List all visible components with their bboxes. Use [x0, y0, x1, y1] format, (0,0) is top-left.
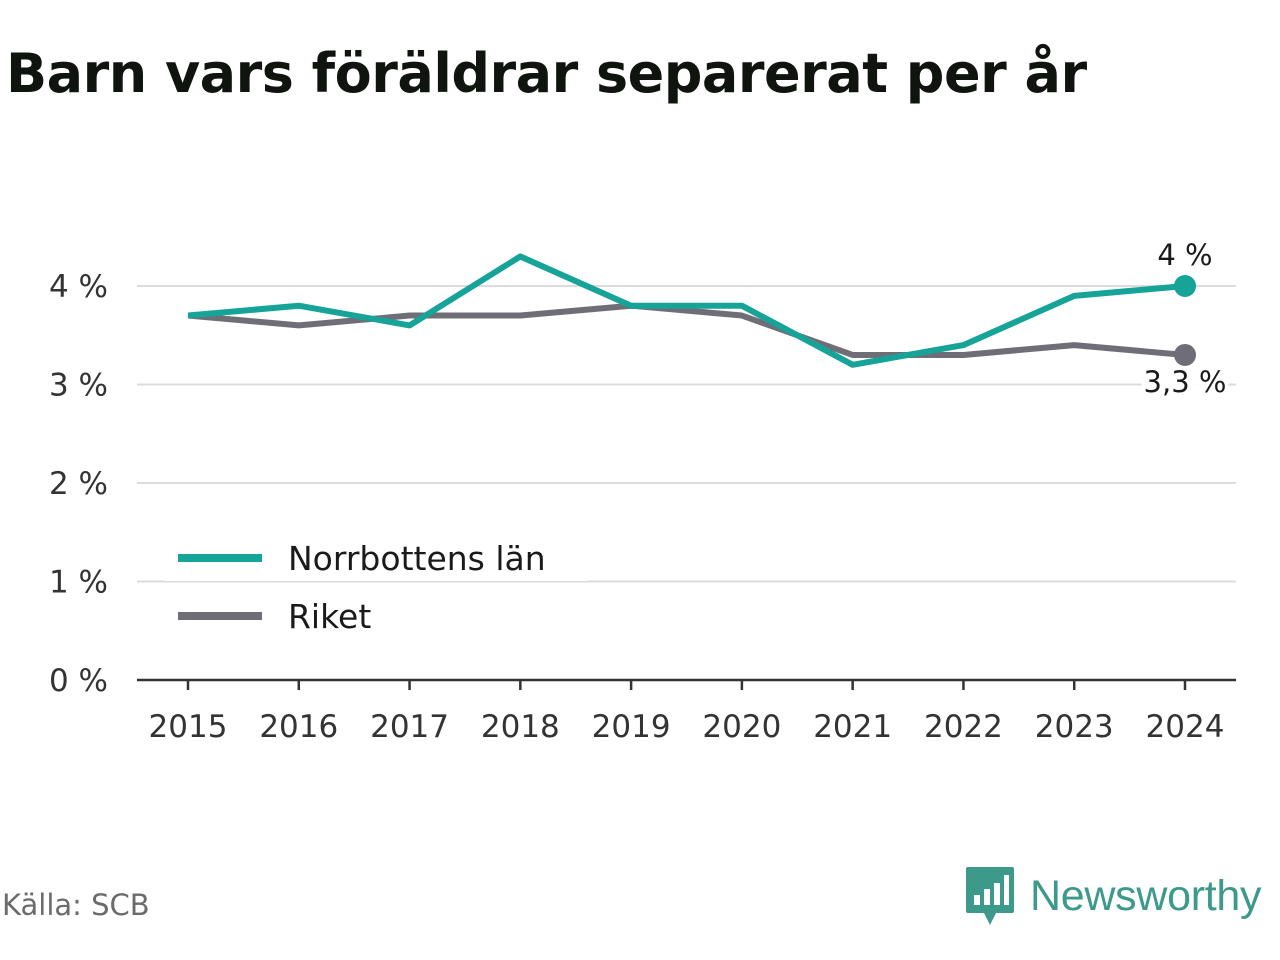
chart-title: Barn vars föräldrar separerat per år: [6, 42, 1087, 105]
end-label-bg: [1141, 365, 1229, 400]
end-label: 3,3 %: [1144, 365, 1227, 399]
legend-background: [164, 526, 588, 581]
series-end-point-0: [1174, 275, 1196, 297]
y-tick-label: 0 %: [49, 663, 108, 699]
legend-label: Norrbottens län: [288, 539, 546, 578]
y-tick-label: 4 %: [49, 269, 108, 305]
x-tick-label: 2016: [259, 709, 338, 745]
series-end-point-1: [1174, 343, 1196, 366]
brand-name: Newsworthy: [1030, 871, 1262, 920]
x-tick-label: 2017: [370, 709, 449, 745]
legend: Norrbottens län Riket: [164, 526, 588, 636]
x-tick-label: 2023: [1035, 709, 1114, 745]
series-line-0: [187, 253, 1186, 368]
source-note: Källa: SCB: [2, 888, 150, 922]
end-label-bg: [1156, 239, 1214, 273]
y-tick-label: 3 %: [49, 368, 108, 404]
x-tick-label: 2022: [924, 709, 1003, 745]
x-axis: 2015 2016 2017 2018 2019 2020 2021 2022 2023 2024: [137, 678, 1236, 745]
x-tick-label: 2021: [813, 709, 892, 745]
brand-logo: Newsworthy: [964, 864, 1261, 928]
y-tick-label: 1 %: [49, 565, 108, 601]
legend-label: Riket: [288, 597, 371, 636]
series-lines: [187, 253, 1196, 368]
x-tick-label: 2019: [592, 709, 671, 745]
x-tick-label: 2024: [1146, 709, 1225, 745]
x-tick-label: 2018: [481, 709, 560, 745]
newsworthy-logo-icon: [966, 867, 1014, 925]
x-tick-label: 2020: [702, 709, 781, 745]
end-label: 4 %: [1157, 238, 1212, 272]
end-labels: 4 % 3,3 %: [1141, 238, 1229, 400]
x-tick-label: 2015: [149, 709, 228, 745]
gridlines: 0 % 1 % 2 % 3 % 4 %: [49, 269, 1236, 699]
y-tick-label: 2 %: [49, 466, 108, 502]
series-line-1: [187, 302, 1186, 358]
